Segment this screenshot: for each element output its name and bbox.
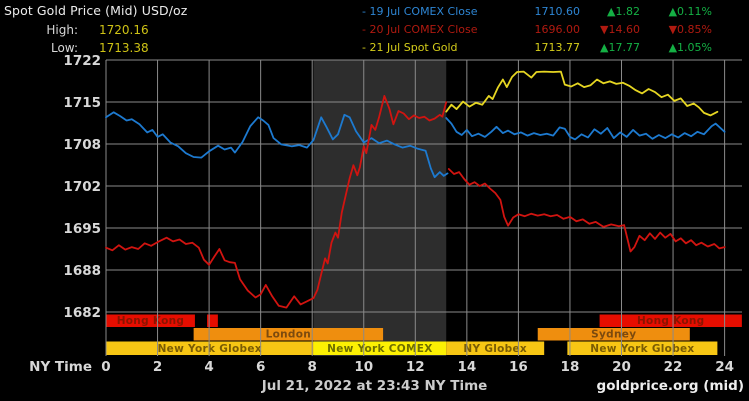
x-tick-label: 18 — [561, 359, 580, 375]
x-tick-label: 10 — [354, 359, 373, 375]
price-line-comex-19jul-seg1 — [445, 117, 726, 141]
session-bar-new-york — [446, 341, 545, 355]
low-value: 1713.38 — [99, 41, 149, 55]
y-tick-label: 1708 — [63, 137, 101, 153]
legend-value: 1710.60 — [534, 5, 581, 18]
price-line-comex-19jul-seg0 — [105, 111, 449, 179]
legend-label: - 21 Jul Spot Gold — [362, 41, 458, 54]
session-bar-label: NY Globex — [463, 343, 527, 355]
y-tick-label: 1722 — [63, 53, 101, 69]
x-tick-label: 6 — [256, 359, 265, 375]
low-stat-row: Low: 1713.38 — [0, 39, 220, 57]
x-tick-label: 20 — [612, 359, 631, 375]
x-tick-label: 24 — [715, 359, 734, 375]
high-value: 1720.16 — [99, 23, 149, 37]
legend-change: ▲17.77 — [600, 41, 640, 54]
session-bar-london-sydney — [537, 328, 690, 341]
price-line-comex-20jul-seg0 — [105, 95, 448, 309]
chart-legend: - 19 Jul COMEX Close 1710.60 ▲1.82 ▲0.11… — [362, 3, 712, 57]
y-tick-label: 1715 — [63, 95, 101, 111]
y-tick-label: 1695 — [63, 221, 101, 237]
comex-session-band — [313, 60, 447, 356]
chart-timestamp: Jul 21, 2022 at 23:43 NY Time — [261, 378, 488, 394]
session-bar-london-sydney — [193, 328, 384, 341]
legend-change-pct: ▲1.05% — [668, 41, 712, 54]
session-bar-label: Hong Kong — [637, 315, 705, 327]
legend-row-19jul: - 19 Jul COMEX Close 1710.60 ▲1.82 ▲0.11… — [362, 3, 712, 21]
price-line-spot-21jul-seg0 — [445, 70, 719, 117]
low-label: Low: — [50, 41, 78, 55]
x-tick-label: 0 — [101, 359, 110, 375]
x-tick-label: 16 — [509, 359, 528, 375]
x-tick-label: 12 — [406, 359, 425, 375]
x-tick-label: 2 — [153, 359, 162, 375]
legend-row-20jul: - 20 Jul COMEX Close 1696.00 ▼14.60 ▼0.8… — [362, 21, 712, 39]
legend-value: 1696.00 — [534, 23, 581, 36]
legend-label: - 20 Jul COMEX Close — [362, 23, 478, 36]
session-bar-new-york — [567, 341, 718, 355]
y-tick-label: 1688 — [63, 263, 101, 279]
session-bar-new-york — [313, 341, 447, 355]
y-tick-label: 1702 — [63, 179, 101, 195]
x-tick-label: 22 — [664, 359, 683, 375]
x-axis-label: NY Time — [29, 359, 92, 375]
session-bar-hong-kong — [599, 314, 742, 327]
legend-value: 1713.77 — [534, 41, 581, 54]
legend-change-pct: ▼0.85% — [668, 23, 712, 36]
session-bar-label: New York Globex — [590, 343, 694, 355]
session-bar-label: New York COMEX — [327, 343, 432, 355]
legend-row-21jul: - 21 Jul Spot Gold 1713.77 ▲17.77 ▲1.05% — [362, 39, 712, 57]
y-tick-label: 1682 — [63, 305, 101, 321]
x-tick-label: 14 — [457, 359, 476, 375]
price-line-comex-20jul-seg1 — [447, 168, 726, 253]
x-tick-label: 8 — [307, 359, 316, 375]
session-bar-label: Hong Kong — [117, 315, 185, 327]
session-bar-hong-kong — [106, 314, 195, 327]
session-bar-label: Sydney — [591, 329, 636, 341]
high-label: High: — [46, 23, 78, 37]
session-bar-label: London — [266, 329, 311, 341]
x-tick-label: 4 — [204, 359, 213, 375]
legend-change-pct: ▲0.11% — [668, 5, 712, 18]
legend-change: ▲1.82 — [607, 5, 640, 18]
page-title: Spot Gold Price (Mid) USD/oz — [4, 3, 188, 18]
legend-change: ▼14.60 — [600, 23, 640, 36]
legend-label: - 19 Jul COMEX Close — [362, 5, 478, 18]
high-stat-row: High: 1720.16 — [0, 21, 220, 39]
session-bar-hong-kong — [207, 314, 218, 327]
session-bar-label: New York Globex — [158, 343, 262, 355]
source-link[interactable]: goldprice.org (mid) — [596, 378, 744, 394]
